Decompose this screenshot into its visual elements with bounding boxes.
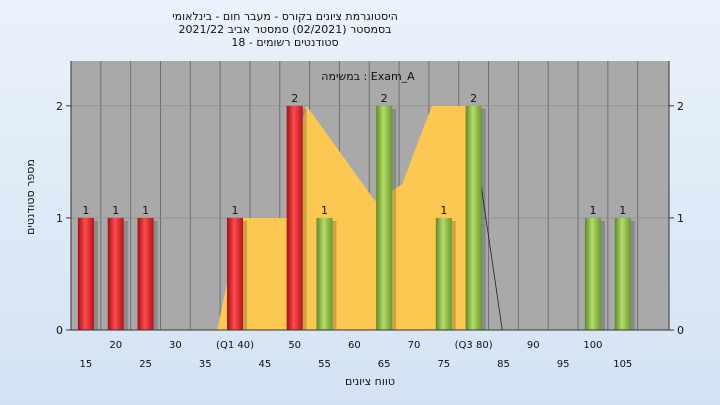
chart-title-line-1: היסטוגרמת ציונים בקורס - מעבר חום - בינל… <box>172 10 398 23</box>
bar <box>376 105 393 330</box>
bar-value-label: 1 <box>440 204 447 217</box>
y-tick-label-left: 1 <box>56 212 63 225</box>
x-tick-label: 55 <box>318 359 331 370</box>
bar-value-label: 2 <box>291 92 298 105</box>
x-tick-label: 25 <box>139 359 152 370</box>
bar <box>584 217 601 330</box>
x-tick-label: 75 <box>437 359 450 370</box>
x-tick-label: 100 <box>583 340 602 351</box>
x-tick-label: 85 <box>497 359 510 370</box>
bar-value-label: 1 <box>82 204 89 217</box>
x-tick-label: 105 <box>613 359 632 370</box>
y-tick-label-right: 1 <box>677 212 684 225</box>
bar <box>614 217 631 330</box>
bar <box>316 217 333 330</box>
x-tick-label: 50 <box>288 340 301 351</box>
x-tick-label: 65 <box>378 359 391 370</box>
bars: 1 1 1 1 2 1 2 1 2 1 1 <box>77 92 635 330</box>
y-tick-label-left: 2 <box>56 100 63 113</box>
bar-value-label: 1 <box>589 204 596 217</box>
y-axis-label: מספר סטודנטים <box>24 159 37 235</box>
y-tick-label-right: 2 <box>677 100 684 113</box>
y-tick-label-right: 0 <box>677 324 684 337</box>
x-tick-label: 45 <box>258 359 271 370</box>
chart-title-line-2: בסמסטר (02/2021) סמסטר אביב 2021/22 <box>178 23 392 36</box>
x-tick-label: 15 <box>80 359 93 370</box>
bar-value-label: 1 <box>321 204 328 217</box>
x-tick-label: (Q1 40) <box>216 340 254 351</box>
x-tick-label: 95 <box>557 359 570 370</box>
chart-title-line-3: סטודנטים רשומים - 18 <box>231 36 339 49</box>
bar <box>137 217 154 330</box>
x-tick-label: (Q3 80) <box>455 340 493 351</box>
y-tick-label-left: 0 <box>56 324 63 337</box>
bar-value-label: 2 <box>381 92 388 105</box>
x-axis-label: טווח ציונים <box>345 375 395 388</box>
bar-value-label: 2 <box>470 92 477 105</box>
x-tick-label: 20 <box>109 340 122 351</box>
area-shape <box>217 105 474 330</box>
legend-label: במשימה : Exam_A <box>321 70 415 83</box>
bar <box>107 217 124 330</box>
axes: 0 0 1 1 2 2 15 20 25 30 35 (Q1 40) 45 50 55 60 65 70 75 (Q3… <box>56 61 684 370</box>
bar <box>77 217 94 330</box>
bar-value-label: 1 <box>232 204 239 217</box>
bar-value-label: 1 <box>112 204 119 217</box>
bar-value-label: 1 <box>619 204 626 217</box>
x-tick-label: 30 <box>169 340 182 351</box>
bar <box>435 217 452 330</box>
x-tick-label: 60 <box>348 340 361 351</box>
x-tick-label: 35 <box>199 359 212 370</box>
x-tick-label: 90 <box>527 340 540 351</box>
bar-value-label: 1 <box>142 204 149 217</box>
x-tick-label: 70 <box>408 340 421 351</box>
bar <box>227 217 244 330</box>
bar <box>286 105 303 330</box>
bar <box>465 105 482 330</box>
